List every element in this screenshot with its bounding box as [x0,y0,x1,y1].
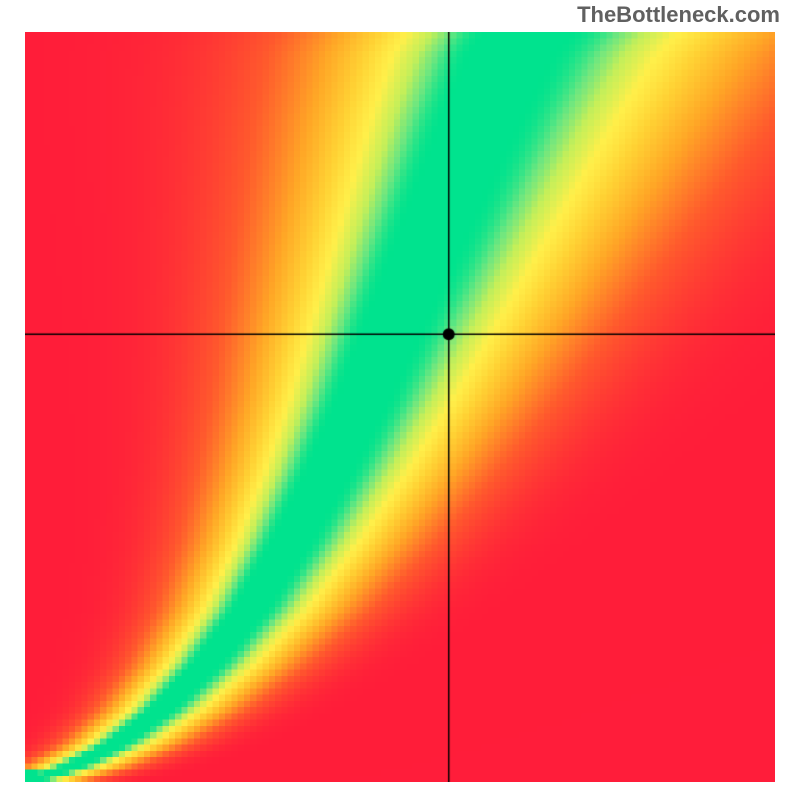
watermark-text: TheBottleneck.com [577,2,780,28]
chart-container: TheBottleneck.com [0,0,800,800]
bottleneck-heatmap [25,32,775,782]
